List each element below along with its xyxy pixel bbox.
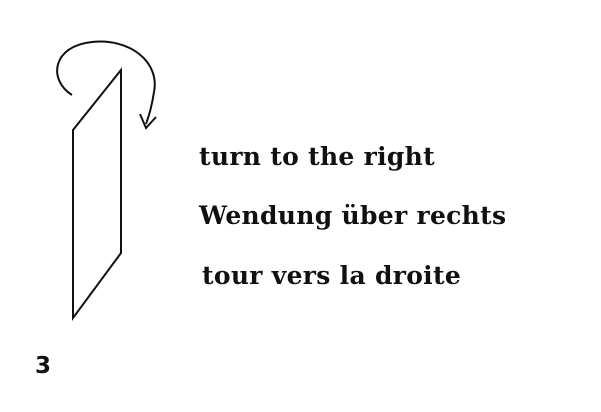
clockwise-rotation-arrow-icon [56,40,157,130]
figure-number: 3 [35,353,52,379]
caption-french: tour vers la droite [202,261,462,290]
tilted-plank-shape [72,67,122,322]
caption-german: Wendung über rechts [199,201,507,230]
caption-english: turn to the right [199,142,436,171]
